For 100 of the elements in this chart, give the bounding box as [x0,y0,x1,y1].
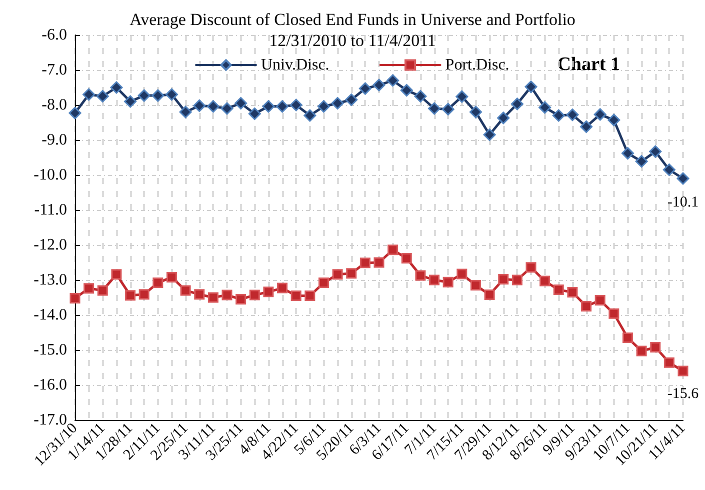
point [208,292,218,303]
point [621,147,634,160]
point [635,155,648,168]
point [68,106,82,120]
point [456,90,468,103]
point [428,102,441,115]
point [124,95,137,108]
point [594,108,606,121]
point [429,274,440,286]
point [290,290,302,301]
point [594,295,606,306]
point [386,74,400,87]
point [552,109,565,122]
point [249,290,260,300]
point [304,109,316,122]
data-label: -10.1 [667,194,699,210]
point [608,308,620,319]
point [401,253,412,264]
point [538,101,552,114]
point [180,285,191,296]
point [345,94,358,106]
point [125,290,136,301]
point [608,114,620,126]
y-tick-label: -9.0 [42,132,67,148]
point [566,108,579,122]
point [456,268,468,280]
point [96,90,109,102]
point [138,289,150,300]
point [580,120,593,133]
point [512,274,522,286]
point [415,270,426,281]
y-tick-label: -12.0 [34,236,67,254]
point [110,81,123,94]
y-tick-label: -6.0 [42,26,67,44]
point [442,276,454,288]
legend-label: Univ.Disc. [261,56,330,74]
point [152,278,164,288]
point [332,269,343,280]
point [82,88,96,101]
point [290,98,302,112]
point [540,276,550,286]
point [304,290,316,301]
y-tick-label: -16.0 [34,376,67,394]
point [166,272,177,282]
point [152,89,164,102]
point [111,269,122,280]
chart-title: Average Discount of Closed End Funds in Universe and Portfolio [130,10,576,29]
point [469,106,482,118]
point [360,258,370,268]
point [262,100,275,113]
point [194,289,205,300]
y-tick-label: -15.0 [34,342,67,358]
y-tick-label: -8.0 [42,96,67,114]
point [179,106,192,118]
point [442,102,454,116]
point [636,346,647,356]
point [524,80,538,94]
point [70,292,80,304]
point [276,100,289,113]
point [664,357,674,368]
point [470,280,481,290]
point [236,294,246,304]
point [414,90,427,102]
point [676,172,690,185]
point [222,290,232,300]
point [526,262,536,273]
point [206,100,220,113]
point [649,145,662,158]
point [678,366,688,376]
point [662,164,676,176]
point [388,244,398,256]
y-tick-label: -17.0 [34,412,67,428]
point [277,282,288,294]
point [567,287,578,298]
point [358,82,372,95]
y-tick-label: -7.0 [42,62,67,78]
point [372,78,386,92]
chart-subtitle: 12/31/2010 to 11/4/2011 [269,31,436,50]
point [317,100,330,113]
point [346,268,357,279]
point [510,98,524,110]
point [331,97,344,110]
data-label: -15.6 [667,386,700,402]
legend-label: Port.Disc. [445,56,510,74]
point [234,97,248,110]
point [581,301,592,312]
y-tick-label: -10.0 [34,166,67,184]
point [553,284,564,296]
point [138,89,150,102]
point [483,128,496,141]
point [497,112,510,124]
point [484,289,495,300]
point [374,257,384,268]
point [193,99,206,112]
point [400,84,413,97]
point [498,274,509,285]
point [220,102,234,115]
y-tick-label: -13.0 [34,272,67,288]
y-tick-label: -11.0 [34,202,67,218]
point [248,108,261,120]
